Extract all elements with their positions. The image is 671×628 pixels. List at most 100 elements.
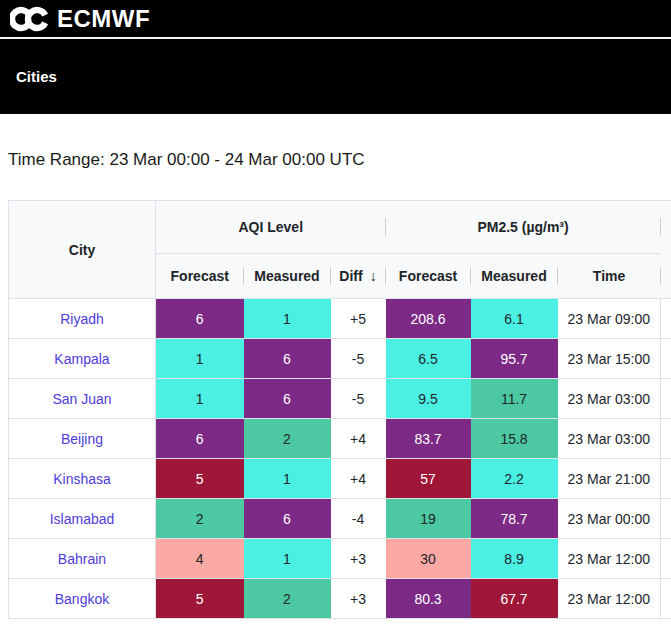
ecmwf-brand[interactable]: ECMWF (10, 6, 150, 32)
column-header-pm25-forecast[interactable]: Forecast (386, 254, 471, 299)
time-cell: 23 Mar 12:00 (558, 579, 661, 619)
cutoff-cell (661, 539, 671, 579)
pm25-measured-cell: 95.7 (471, 339, 558, 379)
cities-table: City AQI Level PM2.5 (µg/m³) Forecast Me… (8, 200, 671, 619)
city-cell: Islamabad (9, 499, 156, 539)
city-cell: Beijing (9, 419, 156, 459)
time-range-value: 23 Mar 00:00 - 24 Mar 00:00 UTC (109, 150, 364, 169)
top-bar: ECMWF (0, 0, 671, 39)
diff-cell: -5 (331, 379, 386, 419)
city-cell: San Juan (9, 379, 156, 419)
cutoff-cell (661, 299, 671, 339)
time-cell: 23 Mar 03:00 (558, 379, 661, 419)
table-body: Riyadh61+5208.66.123 Mar 09:00Kampala16-… (9, 299, 671, 619)
column-header-aqi-forecast[interactable]: Forecast (156, 254, 244, 299)
aqi-measured-cell: 2 (244, 419, 331, 459)
city-link[interactable]: Kinshasa (53, 471, 111, 487)
time-range: Time Range: 23 Mar 00:00 - 24 Mar 00:00 … (8, 150, 671, 170)
column-header-diff[interactable]: Diff↓ (331, 254, 386, 299)
pm25-forecast-cell: 208.6 (386, 299, 471, 339)
aqi-forecast-cell: 1 (156, 339, 244, 379)
diff-cell: +3 (331, 579, 386, 619)
city-cell: Kinshasa (9, 459, 156, 499)
pm25-forecast-cell: 80.3 (386, 579, 471, 619)
column-header-aqi-measured[interactable]: Measured (244, 254, 331, 299)
pm25-forecast-cell: 83.7 (386, 419, 471, 459)
diff-cell: -4 (331, 499, 386, 539)
diff-cell: +5 (331, 299, 386, 339)
pm25-measured-cell: 2.2 (471, 459, 558, 499)
pm25-forecast-cell: 57 (386, 459, 471, 499)
table-row: Bangkok 52+380.367.723 Mar 12:00 (9, 579, 671, 619)
cutoff-cell (661, 499, 671, 539)
table-row: Bahrain 41+3308.923 Mar 12:00 (9, 539, 671, 579)
city-link[interactable]: Islamabad (50, 511, 115, 527)
diff-cell: +3 (331, 539, 386, 579)
city-cell: Bangkok (9, 579, 156, 619)
pm25-measured-cell: 67.7 (471, 579, 558, 619)
city-link[interactable]: Bangkok (55, 591, 109, 607)
diff-label: Diff (339, 268, 362, 284)
pm25-measured-cell: 8.9 (471, 539, 558, 579)
time-cell: 23 Mar 15:00 (558, 339, 661, 379)
aqi-forecast-cell: 2 (156, 499, 244, 539)
time-range-label: Time Range: (8, 150, 105, 169)
city-link[interactable]: San Juan (52, 391, 111, 407)
aqi-forecast-cell: 1 (156, 379, 244, 419)
time-cell: 23 Mar 03:00 (558, 419, 661, 459)
time-cell: 23 Mar 09:00 (558, 299, 661, 339)
cutoff-cell (661, 579, 671, 619)
time-cell: 23 Mar 21:00 (558, 459, 661, 499)
pm25-forecast-cell: 30 (386, 539, 471, 579)
nav-item-cities[interactable]: Cities (16, 68, 57, 85)
city-link[interactable]: Beijing (61, 431, 103, 447)
cutoff-cell (661, 379, 671, 419)
diff-cell: -5 (331, 339, 386, 379)
diff-cell: +4 (331, 459, 386, 499)
pm25-measured-cell: 15.8 (471, 419, 558, 459)
aqi-measured-cell: 2 (244, 579, 331, 619)
aqi-forecast-cell: 5 (156, 579, 244, 619)
aqi-forecast-cell: 5 (156, 459, 244, 499)
aqi-measured-cell: 1 (244, 539, 331, 579)
aqi-measured-cell: 1 (244, 459, 331, 499)
aqi-forecast-cell: 6 (156, 419, 244, 459)
pm25-forecast-cell: 19 (386, 499, 471, 539)
time-cell: 23 Mar 12:00 (558, 539, 661, 579)
city-link[interactable]: Bahrain (58, 551, 106, 567)
column-header-time[interactable]: Time (558, 254, 661, 299)
nav-bar: Cities (0, 39, 671, 114)
brand-text: ECMWF (57, 7, 150, 31)
column-header-pm25-measured[interactable]: Measured (471, 254, 558, 299)
city-link[interactable]: Riyadh (60, 311, 104, 327)
pm25-measured-cell: 6.1 (471, 299, 558, 339)
aqi-forecast-cell: 4 (156, 539, 244, 579)
main-content: Time Range: 23 Mar 00:00 - 24 Mar 00:00 … (0, 150, 671, 619)
time-cell: 23 Mar 00:00 (558, 499, 661, 539)
city-link[interactable]: Kampala (54, 351, 109, 367)
pm25-forecast-cell: 6.5 (386, 339, 471, 379)
city-cell: Bahrain (9, 539, 156, 579)
column-header-city[interactable]: City (9, 201, 156, 299)
aqi-forecast-cell: 6 (156, 299, 244, 339)
pm25-measured-cell: 78.7 (471, 499, 558, 539)
city-cell: Kampala (9, 339, 156, 379)
table-row: Kampala 16-56.595.723 Mar 15:00 (9, 339, 671, 379)
group-header-pm25: PM2.5 (µg/m³) (386, 201, 661, 254)
cutoff-column-header (661, 201, 671, 299)
table-row: Beijing 62+483.715.823 Mar 03:00 (9, 419, 671, 459)
aqi-measured-cell: 6 (244, 339, 331, 379)
pm25-measured-cell: 11.7 (471, 379, 558, 419)
diff-cell: +4 (331, 419, 386, 459)
cutoff-cell (661, 339, 671, 379)
table-row: San Juan16-59.511.723 Mar 03:00 (9, 379, 671, 419)
cutoff-cell (661, 459, 671, 499)
group-header-aqi-level: AQI Level (156, 201, 386, 254)
table-header: City AQI Level PM2.5 (µg/m³) Forecast Me… (9, 201, 671, 299)
table-row: Riyadh61+5208.66.123 Mar 09:00 (9, 299, 671, 339)
city-cell: Riyadh (9, 299, 156, 339)
table-row: Kinshasa 51+4572.223 Mar 21:00 (9, 459, 671, 499)
cutoff-cell (661, 419, 671, 459)
ecmwf-logo-icon (10, 6, 50, 32)
aqi-measured-cell: 6 (244, 499, 331, 539)
